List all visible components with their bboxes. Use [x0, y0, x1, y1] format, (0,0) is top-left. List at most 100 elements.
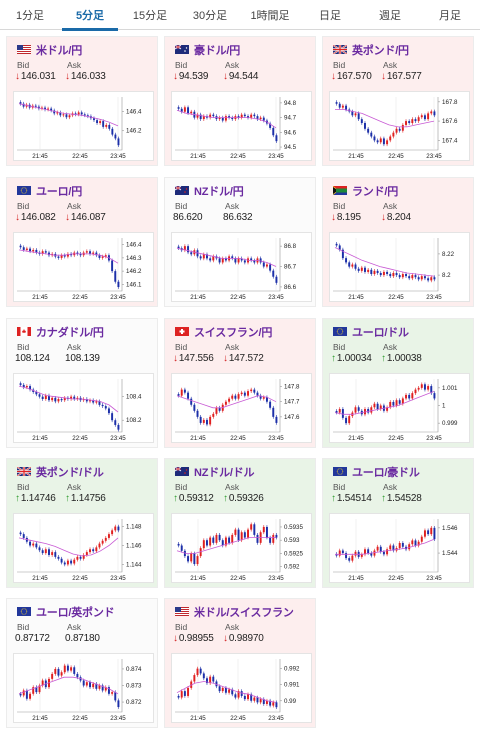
nz-flag-icon: [174, 463, 194, 481]
mini-candlestick-chart[interactable]: 21:45 22:45 23:45 146.4 146.3 146.2 146.1: [13, 232, 154, 302]
panel-title[interactable]: 米ドル/円: [17, 43, 82, 57]
pair-name[interactable]: スイスフラン/円: [194, 327, 273, 339]
panel-title[interactable]: ユーロ/豪ドル: [333, 465, 420, 479]
mini-candlestick-chart[interactable]: 21:45 22:45 23:45 94.8 94.7 94.6 94.5: [171, 91, 312, 161]
moving-average-line: [176, 681, 277, 703]
panel-title[interactable]: ランド/円: [333, 184, 398, 198]
x-tick-label: 22:45: [230, 715, 246, 722]
pair-name[interactable]: ユーロ/豪ドル: [352, 467, 420, 479]
candle-up: [221, 687, 224, 692]
tab-2[interactable]: 15分足: [132, 10, 168, 22]
rate-panel[interactable]: ユーロ/円 Bid Ask ↓146.082 ↓146.087 21:45 22:45 23:…: [6, 177, 158, 307]
pair-name[interactable]: 米ドル/スイスフラン: [194, 607, 294, 619]
rate-panel[interactable]: NZドル/円 Bid Ask 86.620 86.632 21:45 22:45 23:45 8…: [164, 177, 316, 307]
panel-title[interactable]: NZドル/ドル: [174, 463, 255, 481]
pair-name[interactable]: NZドル/円: [194, 186, 244, 198]
mini-candlestick-chart[interactable]: 21:45 22:45 23:45 1.546 1.544: [329, 513, 470, 583]
candle-up: [411, 393, 414, 399]
tab-3[interactable]: 30分足: [192, 10, 228, 22]
panel-title[interactable]: ユーロ/円: [17, 184, 82, 198]
tab-7[interactable]: 月足: [439, 10, 461, 22]
panel-title[interactable]: ユーロ/英ポンド: [17, 605, 115, 619]
mini-candlestick-chart[interactable]: 21:45 22:45 23:45 1.001 1 0.999: [329, 373, 470, 443]
mini-candlestick-chart[interactable]: 21:45 22:45 23:45 167.8 167.6 167.4: [329, 91, 470, 161]
candle-up: [107, 534, 110, 538]
pair-name[interactable]: ユーロ/円: [36, 186, 83, 198]
candle-down: [117, 424, 120, 430]
pair-name[interactable]: ランド/円: [352, 186, 399, 198]
candle-down: [423, 115, 426, 120]
panel-title[interactable]: NZドル/円: [174, 184, 244, 198]
candle-down: [206, 540, 208, 546]
rate-panel[interactable]: カナダドル/円 Bid Ask 108.124 108.139 21:45 22:45 23:…: [6, 318, 158, 448]
candle-down: [187, 246, 190, 253]
mini-candlestick-chart[interactable]: 21:45 22:45 23:45 0.5935 0.593 0.5925 0.592: [171, 513, 312, 583]
pair-name[interactable]: 英ポンド/ドル: [36, 467, 104, 479]
mini-candlestick-chart[interactable]: 21:45 22:45 23:45 108.4 108.2: [13, 373, 154, 443]
panel-title[interactable]: 豪ドル/円: [174, 43, 241, 57]
rate-panel[interactable]: ユーロ/ドル Bid Ask ↑1.00034 ↑1.00038 21:45 22:45 23…: [322, 318, 474, 448]
candle-down: [386, 271, 389, 275]
rate-panel[interactable]: NZドル/ドル Bid Ask ↑0.59312 ↑0.59326 21:45 22:45 2…: [164, 458, 316, 588]
rate-panel[interactable]: ランド/円 Bid Ask ↓8.195 ↓8.204 21:45 22:45 23:45 8.…: [322, 177, 474, 307]
bid-value: ↓147.556: [173, 353, 214, 364]
candle-down: [19, 102, 22, 104]
candle-up: [401, 274, 404, 278]
y-tick-label: 86.7: [284, 264, 297, 271]
x-tick-label: 21:45: [190, 435, 206, 442]
tab-0[interactable]: 1分足: [15, 10, 45, 22]
pair-name[interactable]: ユーロ/英ポンド: [36, 607, 115, 619]
candle-down: [243, 260, 246, 263]
y-tick-label: 0.991: [284, 682, 300, 689]
ask-value: ↑1.54528: [381, 493, 422, 504]
mini-candlestick-chart[interactable]: 21:45 22:45 23:45 0.992 0.991 0.99: [171, 653, 312, 723]
rate-panel[interactable]: ユーロ/英ポンド Bid Ask 0.87172 0.87180 21:45 22:45 23…: [6, 598, 158, 728]
candle-up: [63, 397, 66, 401]
rate-panel[interactable]: スイスフラン/円 Bid Ask ↓147.556 ↓147.572 21:45 22:45…: [164, 318, 316, 448]
mini-candlestick-chart[interactable]: 21:45 22:45 23:45 1.148 1.146 1.144: [13, 513, 154, 583]
y-tick-label: 0.99: [284, 698, 297, 705]
timeframe-tabs: 1分足 5分足 15分足 30分足 1時間足 日足 週足 月足: [0, 0, 480, 31]
rate-panel[interactable]: 英ポンド/ドル Bid Ask ↑1.14746 ↑1.14756 21:45 22:45 2…: [6, 458, 158, 588]
candle-up: [44, 549, 47, 554]
pair-name[interactable]: 英ポンド/円: [352, 45, 409, 57]
mini-candlestick-chart[interactable]: 21:45 22:45 23:45 146.4 146.2: [13, 91, 154, 161]
mini-candlestick-chart[interactable]: 21:45 22:45 23:45 147.8 147.7 147.6: [171, 373, 312, 443]
candle-down: [275, 276, 278, 283]
tab-1[interactable]: 5分足: [62, 0, 118, 31]
rate-panel[interactable]: 米ドル/スイスフラン Bid Ask ↓0.98955 ↓0.98970 21:45 22:…: [164, 598, 316, 728]
y-tick-label: 0.592: [284, 564, 300, 571]
candle-down: [107, 408, 110, 414]
candle-down: [89, 682, 91, 688]
tab-5[interactable]: 日足: [319, 10, 341, 22]
rate-panel[interactable]: 英ポンド/円 Bid Ask ↓167.570 ↓167.577 21:45 22:45 23…: [322, 36, 474, 166]
panel-title[interactable]: 英ポンド/ドル: [16, 465, 104, 479]
pair-name[interactable]: 米ドル/円: [36, 45, 83, 57]
tab-6[interactable]: 週足: [379, 10, 401, 22]
panel-title[interactable]: 米ドル/スイスフラン: [175, 605, 294, 619]
x-tick-label: 22:45: [230, 153, 246, 160]
ask-value: ↓167.577: [381, 71, 422, 82]
rate-panel[interactable]: ユーロ/豪ドル Bid Ask ↑1.54514 ↑1.54528 21:45 22:45 2…: [322, 458, 474, 588]
panel-title[interactable]: 英ポンド/円: [332, 43, 409, 57]
candle-up: [104, 255, 107, 257]
tab-4[interactable]: 1時間足: [250, 10, 290, 22]
pair-name[interactable]: ユーロ/ドル: [352, 327, 409, 339]
candle-down: [66, 665, 69, 671]
pair-name[interactable]: NZドル/ドル: [194, 467, 255, 479]
panel-title[interactable]: スイスフラン/円: [175, 325, 272, 339]
candle-down: [250, 258, 253, 261]
mini-candlestick-chart[interactable]: 21:45 22:45 23:45 0.874 0.873 0.872: [13, 653, 154, 723]
panel-title[interactable]: ユーロ/ドル: [333, 325, 409, 339]
pair-name[interactable]: 豪ドル/円: [194, 45, 241, 57]
candle-up: [51, 552, 54, 555]
candle-up: [98, 685, 101, 689]
mini-candlestick-chart[interactable]: 21:45 22:45 23:45 8.22 8.2: [329, 232, 470, 302]
rate-panel[interactable]: 豪ドル/円 Bid Ask ↓94.539 ↓94.544 21:45 22:45 23:45…: [164, 36, 316, 166]
mini-candlestick-chart[interactable]: 21:45 22:45 23:45 86.8 86.7 86.6: [171, 232, 312, 302]
panel-title[interactable]: カナダドル/円: [17, 325, 104, 339]
rate-panel[interactable]: 米ドル/円 Bid Ask ↓146.031 ↓146.033 21:45 22:45 23:…: [6, 36, 158, 166]
candle-down: [19, 383, 22, 385]
candle-up: [341, 105, 344, 108]
pair-name[interactable]: カナダドル/円: [36, 327, 104, 339]
